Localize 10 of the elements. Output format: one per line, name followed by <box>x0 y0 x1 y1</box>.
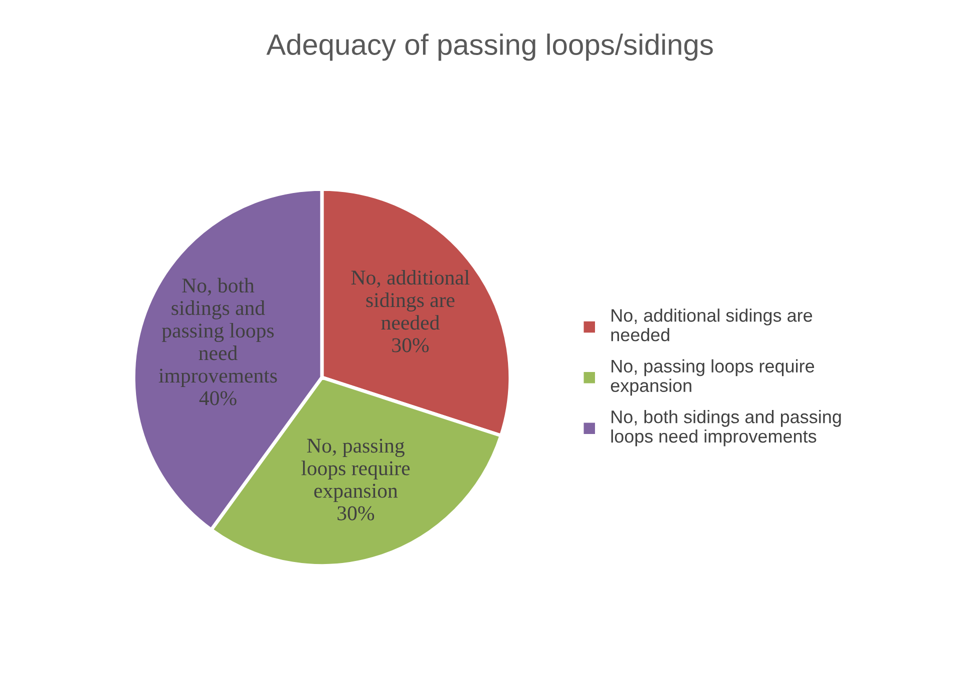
legend-label: No, passing loops require expansion <box>610 359 814 396</box>
slice-label: No, passing loops require expansion <box>301 438 410 502</box>
data-label: 30% <box>392 338 429 352</box>
data-label: 30% <box>338 506 374 520</box>
data-label: 40% <box>199 391 236 406</box>
slice-label: No, both sidings and passing loops need improvements <box>158 278 277 387</box>
legend-label: No, both sidings and passing loops need improvements <box>611 410 841 446</box>
legend-label: No, additional sidings are needed <box>611 308 812 342</box>
slice-label: No, additional sidings are needed <box>351 270 470 330</box>
chart-title: Adequacy of passing loops/sidings <box>266 34 713 61</box>
